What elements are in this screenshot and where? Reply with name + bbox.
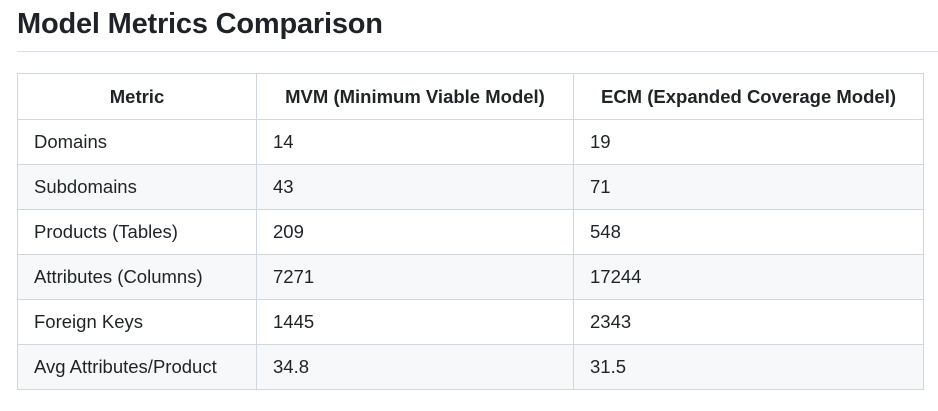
page-title: Model Metrics Comparison — [17, 8, 383, 40]
metrics-table: Metric MVM (Minimum Viable Model) ECM (E… — [17, 73, 924, 390]
table-header: Metric MVM (Minimum Viable Model) ECM (E… — [17, 73, 924, 120]
ecm-cell: 71 — [573, 164, 924, 210]
ecm-cell: 17244 — [573, 254, 924, 300]
ecm-cell: 2343 — [573, 299, 924, 345]
table-row: Subdomains 43 71 — [17, 164, 924, 210]
metric-cell: Attributes (Columns) — [17, 254, 257, 300]
header-ecm: ECM (Expanded Coverage Model) — [573, 73, 924, 120]
metric-cell: Foreign Keys — [17, 299, 257, 345]
metric-cell: Domains — [17, 119, 257, 165]
metric-cell: Avg Attributes/Product — [17, 344, 257, 390]
mvm-cell: 7271 — [256, 254, 574, 300]
metric-cell: Products (Tables) — [17, 209, 257, 255]
ecm-cell: 548 — [573, 209, 924, 255]
metric-cell: Subdomains — [17, 164, 257, 210]
mvm-cell: 14 — [256, 119, 574, 165]
table-row: Domains 14 19 — [17, 119, 924, 165]
ecm-cell: 31.5 — [573, 344, 924, 390]
ecm-cell: 19 — [573, 119, 924, 165]
mvm-cell: 43 — [256, 164, 574, 210]
mvm-cell: 209 — [256, 209, 574, 255]
table-row: Foreign Keys 1445 2343 — [17, 299, 924, 345]
mvm-cell: 34.8 — [256, 344, 574, 390]
table-row: Attributes (Columns) 7271 17244 — [17, 254, 924, 300]
header-row: Metric MVM (Minimum Viable Model) ECM (E… — [17, 73, 924, 120]
table-row: Products (Tables) 209 548 — [17, 209, 924, 255]
title-divider — [17, 51, 938, 52]
table-body: Domains 14 19 Subdomains 43 71 Products … — [17, 119, 924, 390]
header-mvm: MVM (Minimum Viable Model) — [256, 73, 574, 120]
mvm-cell: 1445 — [256, 299, 574, 345]
table-row: Avg Attributes/Product 34.8 31.5 — [17, 344, 924, 390]
header-metric: Metric — [17, 73, 257, 120]
